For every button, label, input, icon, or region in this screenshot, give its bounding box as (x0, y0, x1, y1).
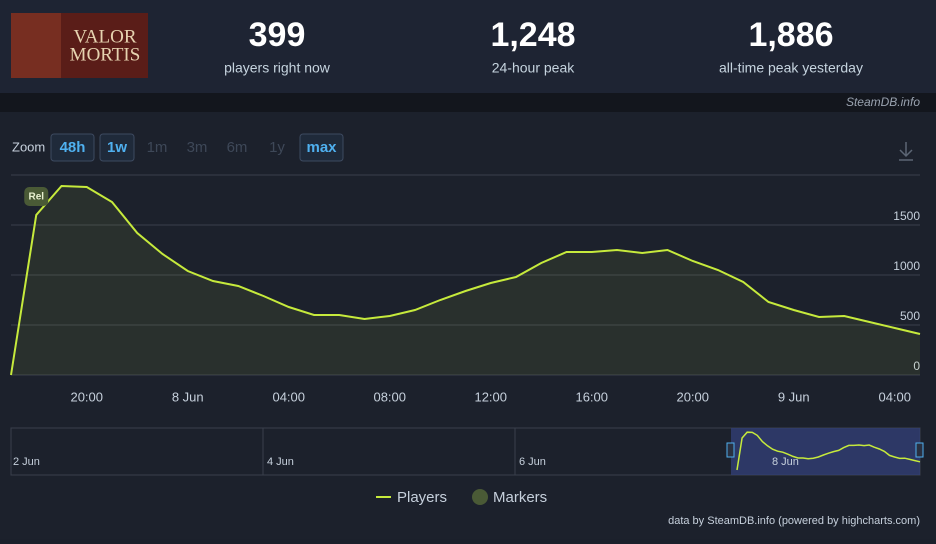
navigator-line (736, 431, 921, 471)
zoom-button-label[interactable]: 6m (227, 139, 248, 156)
line (10, 184, 921, 376)
logo-art (11, 13, 61, 78)
navigator-handle[interactable] (915, 442, 924, 458)
stat-value: 1,886 (748, 16, 833, 54)
navigator-selection[interactable] (731, 428, 920, 475)
navigator-label: 2 Jun (13, 456, 40, 468)
stat-value: 399 (249, 16, 306, 54)
zoom-button-label[interactable]: 3m (187, 139, 208, 156)
header-bg (0, 0, 936, 93)
stat-label: all-time peak yesterday (719, 60, 863, 76)
marker[interactable] (24, 187, 49, 206)
x-tick-label: 04:00 (272, 389, 305, 404)
y-tick-label: 1000 (893, 259, 920, 273)
zoom-button-label[interactable]: 1y (269, 139, 285, 156)
logo-text: VALOR (74, 26, 137, 47)
x-tick-label: 16:00 (575, 389, 608, 404)
y-tick-label: 0 (913, 359, 920, 373)
navigator-label: 8 Jun (772, 456, 799, 468)
brand: SteamDB.info (846, 95, 920, 109)
zoom-label: Zoom (12, 139, 45, 154)
zoom-button-label[interactable]: 1m (147, 139, 168, 156)
x-tick-label: 04:00 (878, 389, 911, 404)
stat-label: players right now (224, 60, 331, 76)
navigator-handle[interactable] (726, 442, 735, 458)
legend-label[interactable]: Markers (493, 489, 547, 506)
y-tick-label: 500 (900, 309, 920, 323)
navigator-label: 6 Jun (519, 456, 546, 468)
x-tick-label: 08:00 (373, 389, 406, 404)
zoom-button[interactable] (299, 133, 344, 162)
area (11, 186, 920, 375)
x-tick-label: 9 Jun (778, 389, 810, 404)
navigator-label: 4 Jun (267, 456, 294, 468)
logo-text: MORTIS (70, 44, 141, 65)
x-tick-label: 20:00 (70, 389, 103, 404)
zoom-button[interactable] (99, 133, 135, 162)
credits: data by SteamDB.info (powered by highcha… (668, 515, 920, 527)
zoom-button-label[interactable]: max (306, 139, 337, 156)
stat-value: 1,248 (490, 16, 575, 54)
legend-swatch (472, 489, 488, 505)
marker-label: Rel (28, 192, 44, 203)
legend-label[interactable]: Players (397, 489, 447, 506)
brand-strip (0, 93, 936, 112)
y-tick-label: 1500 (893, 209, 920, 223)
zoom-button[interactable] (50, 133, 95, 162)
zoom-button-label[interactable]: 1w (107, 139, 127, 156)
download-icon[interactable] (899, 142, 913, 161)
x-tick-label: 20:00 (676, 389, 709, 404)
zoom-button-label[interactable]: 48h (60, 139, 86, 156)
x-tick-label: 12:00 (474, 389, 507, 404)
stat-label: 24-hour peak (492, 60, 576, 76)
x-tick-label: 8 Jun (172, 389, 204, 404)
download-glyph (899, 142, 913, 161)
